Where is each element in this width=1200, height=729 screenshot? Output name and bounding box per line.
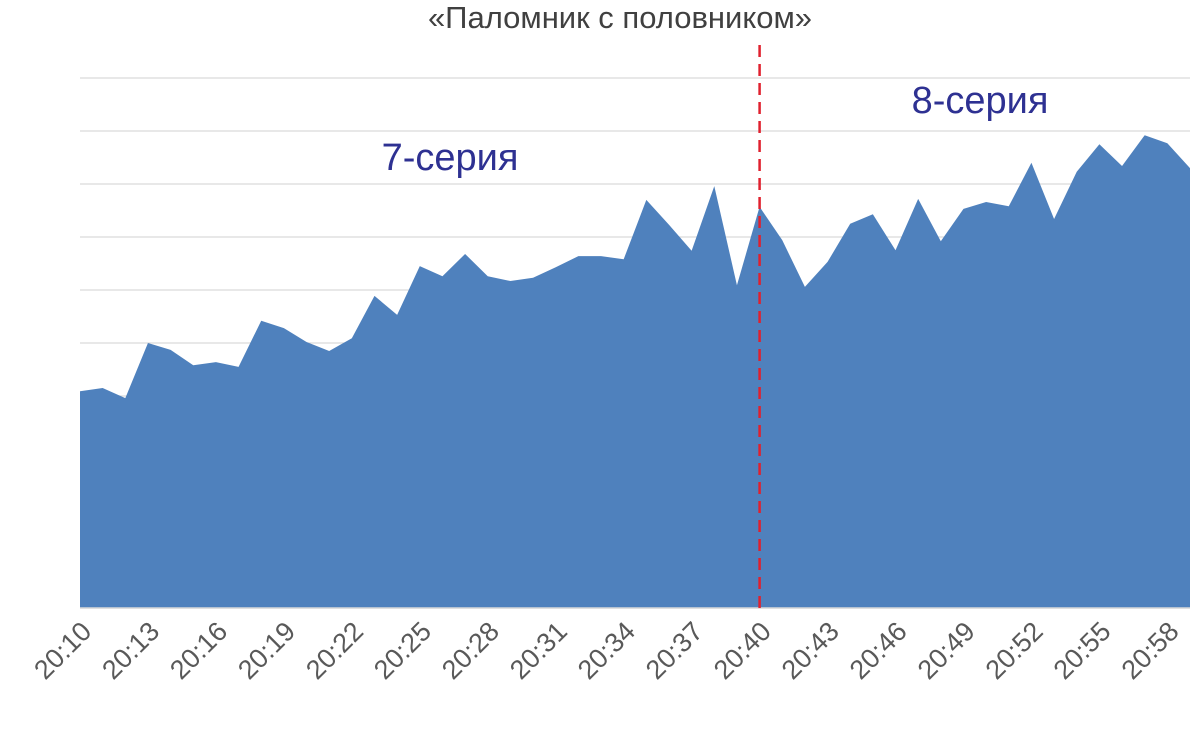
x-tick-label: 20:55 [1048,616,1117,685]
x-tick-label: 20:49 [912,616,981,685]
x-tick-label: 20:43 [776,616,845,685]
x-tick-label: 20:22 [300,616,369,685]
area [80,135,1190,609]
annotation: 7-серия [382,137,519,179]
x-tick-label: 20:10 [28,616,97,685]
x-tick-label: 20:40 [708,616,777,685]
x-tick-label: 20:58 [1116,616,1185,685]
chart-title: «Паломник с половником» [428,0,812,35]
x-tick-label: 20:19 [232,616,301,685]
x-tick-label: 20:28 [436,616,505,685]
x-tick-label: 20:37 [640,616,709,685]
x-tick-label: 20:16 [164,616,233,685]
annotation: 8-серия [912,80,1049,122]
x-tick-label: 20:46 [844,616,913,685]
x-tick-label: 20:31 [504,616,573,685]
x-tick-label: 20:25 [368,616,437,685]
x-tick-label: 20:13 [96,616,165,685]
x-tick-label: 20:34 [572,616,641,685]
x-tick-label: 20:52 [980,616,1049,685]
